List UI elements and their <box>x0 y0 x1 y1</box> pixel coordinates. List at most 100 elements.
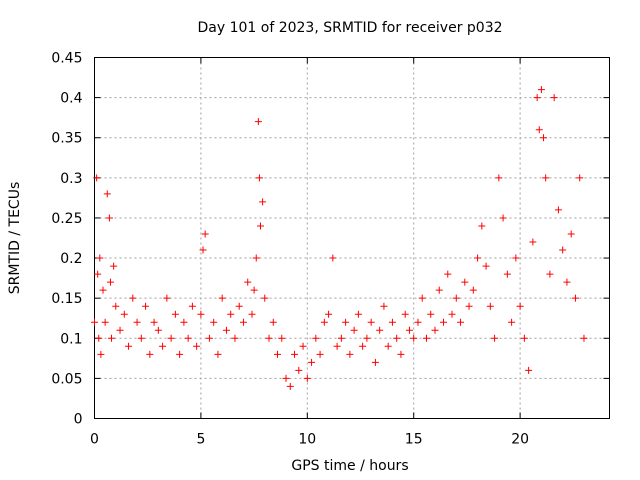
data-point <box>205 334 213 342</box>
data-point <box>546 270 554 278</box>
data-point <box>529 238 537 246</box>
data-point <box>499 214 507 222</box>
data-point <box>537 86 545 94</box>
data-point <box>303 374 311 382</box>
axis-ticks: 0 0.05 0.1 0.15 0.2 0.25 0.3 0.35 0.4 0.45 0 5 10 15 2… <box>51 51 610 448</box>
data-point <box>163 294 171 302</box>
data-point <box>256 222 264 230</box>
data-point <box>308 358 316 366</box>
data-point <box>231 334 239 342</box>
data-point <box>261 294 269 302</box>
data-point <box>329 254 337 262</box>
data-point <box>435 286 443 294</box>
x-tick-label: 5 <box>196 432 205 448</box>
data-point <box>96 254 104 262</box>
y-tick-label: 0.4 <box>60 91 82 107</box>
data-point <box>482 262 490 270</box>
data-point <box>384 342 392 350</box>
y-tick-label: 0 <box>74 412 83 428</box>
data-point <box>125 342 133 350</box>
y-tick-label: 0.15 <box>51 291 82 307</box>
data-point <box>252 254 260 262</box>
data-point <box>431 326 439 334</box>
data-point <box>422 334 430 342</box>
x-tick-label: 0 <box>90 432 99 448</box>
data-point <box>542 174 550 182</box>
data-point <box>346 350 354 358</box>
y-tick-label: 0.05 <box>51 371 82 387</box>
data-point <box>469 286 477 294</box>
data-point <box>388 318 396 326</box>
data-point <box>184 334 192 342</box>
data-point <box>363 334 371 342</box>
data-point <box>110 262 118 270</box>
data-point <box>457 318 465 326</box>
data-point <box>486 302 494 310</box>
data-point <box>291 350 299 358</box>
x-tick-label: 10 <box>298 432 316 448</box>
data-point <box>354 310 362 318</box>
data-point <box>210 318 218 326</box>
data-point <box>376 326 384 334</box>
data-point <box>197 310 205 318</box>
x-tick-label: 15 <box>405 432 423 448</box>
data-point <box>512 254 520 262</box>
data-point <box>286 382 294 390</box>
data-point <box>380 302 388 310</box>
data-point <box>325 310 333 318</box>
data-point <box>201 230 209 238</box>
data-point <box>508 318 516 326</box>
data-point <box>448 310 456 318</box>
data-point <box>244 278 252 286</box>
data-point <box>401 310 409 318</box>
data-point <box>495 174 503 182</box>
data-point <box>465 302 473 310</box>
data-point <box>214 350 222 358</box>
data-point <box>414 318 422 326</box>
data-point <box>320 318 328 326</box>
data-point <box>444 270 452 278</box>
data-point <box>333 342 341 350</box>
data-point <box>478 222 486 230</box>
data-points <box>91 86 588 390</box>
data-point <box>133 318 141 326</box>
x-tick-label: 20 <box>511 432 529 448</box>
data-point <box>222 326 230 334</box>
data-point <box>103 190 111 198</box>
data-point <box>239 318 247 326</box>
data-point <box>316 350 324 358</box>
data-point <box>248 310 256 318</box>
data-point <box>150 318 158 326</box>
y-tick-label: 0.3 <box>60 171 82 187</box>
data-point <box>554 206 562 214</box>
data-point <box>295 366 303 374</box>
data-point <box>371 358 379 366</box>
data-point <box>410 334 418 342</box>
data-point <box>99 286 107 294</box>
data-point <box>342 318 350 326</box>
data-point <box>440 318 448 326</box>
data-point <box>337 334 345 342</box>
data-point <box>576 174 584 182</box>
data-point <box>397 350 405 358</box>
data-point <box>112 302 120 310</box>
data-point <box>255 174 263 182</box>
data-point <box>146 350 154 358</box>
data-point <box>199 246 207 254</box>
data-point <box>503 270 511 278</box>
data-point <box>474 254 482 262</box>
data-point <box>120 310 128 318</box>
data-point <box>250 286 258 294</box>
data-point <box>105 214 113 222</box>
data-point <box>533 94 541 102</box>
data-point <box>580 334 588 342</box>
data-point <box>154 326 162 334</box>
data-point <box>350 326 358 334</box>
data-point <box>491 334 499 342</box>
data-point <box>571 294 579 302</box>
y-tick-label: 0.1 <box>60 331 82 347</box>
data-point <box>218 294 226 302</box>
data-point <box>535 126 543 134</box>
y-tick-label: 0.25 <box>51 211 82 227</box>
